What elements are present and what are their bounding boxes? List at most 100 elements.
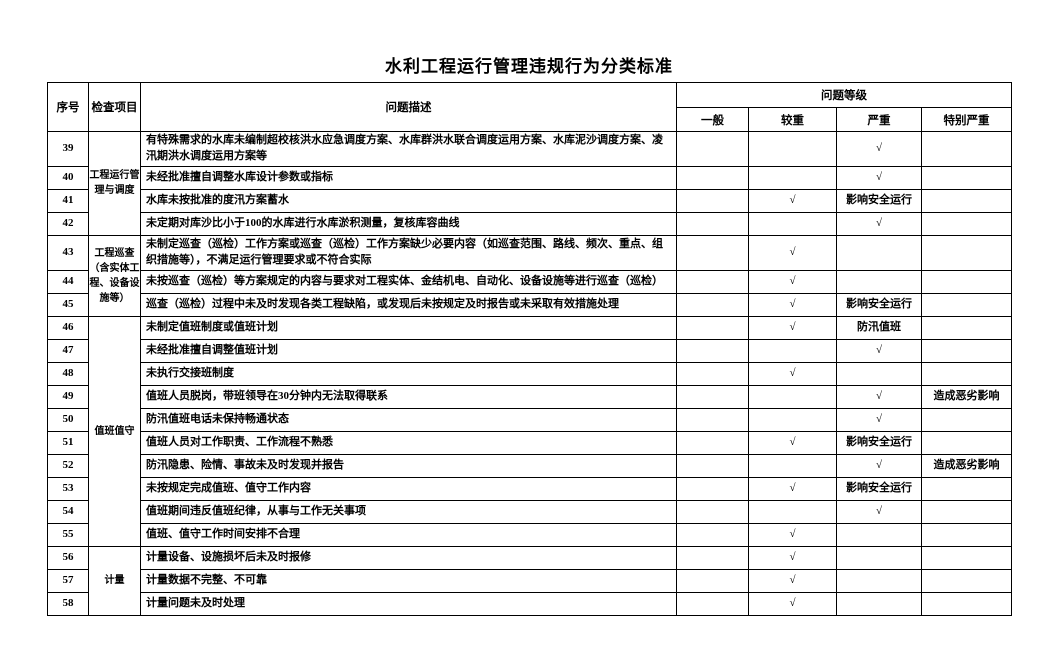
seq-cell: 51 <box>47 430 89 455</box>
seq-cell: 45 <box>47 292 89 317</box>
level-severe-cell <box>836 269 922 294</box>
level-general-cell <box>676 338 749 363</box>
level-general-cell <box>676 568 749 593</box>
level-general-cell <box>676 522 749 547</box>
description-cell: 未制定巡查（巡检）工作方案或巡查（巡检）工作方案缺少必要内容（如巡查范围、路线、… <box>140 234 677 271</box>
level-moderate-cell: √ <box>748 591 837 616</box>
level-severe-cell: 影响安全运行 <box>836 430 922 455</box>
level-severe-cell: √ <box>836 499 922 524</box>
description-cell: 防汛值班电话未保持畅通状态 <box>140 407 677 432</box>
level-extreme-cell: 造成恶劣影响 <box>921 384 1012 409</box>
level-extreme-cell <box>921 476 1012 501</box>
level-moderate-cell: √ <box>748 361 837 386</box>
level-extreme-cell <box>921 338 1012 363</box>
level-general-cell <box>676 234 749 271</box>
level-moderate-cell: √ <box>748 188 837 213</box>
level-general-cell <box>676 188 749 213</box>
seq-cell: 53 <box>47 476 89 501</box>
seq-cell: 48 <box>47 361 89 386</box>
level-moderate-cell: √ <box>748 476 837 501</box>
col-header-level-moderate: 较重 <box>748 107 837 132</box>
seq-cell: 39 <box>47 131 89 167</box>
description-cell: 计量数据不完整、不可靠 <box>140 568 677 593</box>
level-general-cell <box>676 131 749 167</box>
seq-cell: 55 <box>47 522 89 547</box>
level-extreme-cell <box>921 591 1012 616</box>
level-moderate-cell: √ <box>748 269 837 294</box>
level-general-cell <box>676 407 749 432</box>
description-cell: 计量设备、设施损坏后未及时报修 <box>140 545 677 570</box>
level-extreme-cell <box>921 361 1012 386</box>
level-extreme-cell <box>921 165 1012 190</box>
seq-cell: 49 <box>47 384 89 409</box>
table-row-51: 51 值班人员对工作职责、工作流程不熟悉 √ 影响安全运行 <box>47 430 1012 455</box>
level-general-cell <box>676 165 749 190</box>
level-extreme-cell <box>921 499 1012 524</box>
level-moderate-cell: √ <box>748 430 837 455</box>
table-row-58: 58 计量问题未及时处理 √ <box>47 591 1012 616</box>
level-severe-cell <box>836 522 922 547</box>
col-header-category: 检查项目 <box>88 82 141 132</box>
level-severe-cell: √ <box>836 338 922 363</box>
category-cell-operation-dispatch: 工程运行管理与调度 <box>88 131 141 236</box>
table-header: 序号 检查项目 问题描述 问题等级 一般 较重 严重 特别严重 <box>47 82 1012 132</box>
level-severe-cell <box>836 361 922 386</box>
col-header-seq: 序号 <box>47 82 89 132</box>
seq-cell: 52 <box>47 453 89 478</box>
level-severe-cell: 影响安全运行 <box>836 188 922 213</box>
level-extreme-cell <box>921 545 1012 570</box>
table-row-39: 39 工程运行管理与调度 有特殊需求的水库未编制超校核洪水应急调度方案、水库群洪… <box>47 131 1012 236</box>
col-header-description: 问题描述 <box>140 82 677 132</box>
level-moderate-cell <box>748 338 837 363</box>
table-row-49: 49 值班人员脱岗，带班领导在30分钟内无法取得联系 √ 造成恶劣影响 <box>47 384 1012 409</box>
header-row-1: 序号 检查项目 问题描述 问题等级 <box>47 82 1012 132</box>
level-general-cell <box>676 430 749 455</box>
description-cell: 值班人员脱岗，带班领导在30分钟内无法取得联系 <box>140 384 677 409</box>
level-extreme-cell <box>921 407 1012 432</box>
level-extreme-cell <box>921 292 1012 317</box>
level-moderate-cell <box>748 407 837 432</box>
level-general-cell <box>676 499 749 524</box>
table-body: 39 工程运行管理与调度 有特殊需求的水库未编制超校核洪水应急调度方案、水库群洪… <box>47 131 1012 616</box>
violation-classification-table: 序号 检查项目 问题描述 问题等级 一般 较重 严重 特别严重 39 工程运行管… <box>47 82 1012 616</box>
level-extreme-cell <box>921 234 1012 271</box>
table-row-52: 52 防汛隐患、险情、事故未及时发现并报告 √ 造成恶劣影响 <box>47 453 1012 478</box>
table-row-45: 45 巡查（巡检）过程中未及时发现各类工程缺陷，或发现后未按规定及时报告或未采取… <box>47 292 1012 317</box>
level-extreme-cell <box>921 430 1012 455</box>
level-general-cell <box>676 384 749 409</box>
level-extreme-cell <box>921 131 1012 167</box>
level-moderate-cell: √ <box>748 545 837 570</box>
header-row-2: 一般 较重 严重 特别严重 <box>48 107 1012 132</box>
table-row-41: 41 水库未按批准的度汛方案蓄水 √ 影响安全运行 <box>47 188 1012 213</box>
table-row-42: 42 未定期对库沙比小于100的水库进行水库淤积测量，复核库容曲线 √ <box>47 211 1012 236</box>
description-cell: 未制定值班制度或值班计划 <box>140 315 677 340</box>
level-extreme-cell <box>921 269 1012 294</box>
level-general-cell <box>676 591 749 616</box>
level-general-cell <box>676 361 749 386</box>
level-general-cell <box>676 545 749 570</box>
seq-cell: 43 <box>47 234 89 271</box>
level-severe-cell: √ <box>836 211 922 236</box>
table-row-46: 46 值班值守 未制定值班制度或值班计划 √ 防汛值班 <box>47 315 1012 547</box>
table-row-53: 53 未按规定完成值班、值守工作内容 √ 影响安全运行 <box>47 476 1012 501</box>
level-severe-cell <box>836 234 922 271</box>
seq-cell: 41 <box>47 188 89 213</box>
level-general-cell <box>676 315 749 340</box>
description-cell: 未定期对库沙比小于100的水库进行水库淤积测量，复核库容曲线 <box>140 211 677 236</box>
category-cell-inspection: 工程巡查（含实体工程、设备设施等） <box>88 234 141 317</box>
table-row-40: 40 未经批准擅自调整水库设计参数或指标 √ <box>47 165 1012 190</box>
seq-cell: 56 <box>47 545 89 570</box>
description-cell: 值班期间违反值班纪律，从事与工作无关事项 <box>140 499 677 524</box>
category-cell-metering: 计量 <box>88 545 141 616</box>
level-severe-cell: 影响安全运行 <box>836 292 922 317</box>
table-row-47: 47 未经批准擅自调整值班计划 √ <box>47 338 1012 363</box>
level-severe-cell: 防汛值班 <box>836 315 922 340</box>
level-extreme-cell: 造成恶劣影响 <box>921 453 1012 478</box>
level-extreme-cell <box>921 568 1012 593</box>
description-cell: 未经批准擅自调整值班计划 <box>140 338 677 363</box>
level-severe-cell: √ <box>836 453 922 478</box>
level-severe-cell: √ <box>836 384 922 409</box>
level-moderate-cell <box>748 165 837 190</box>
description-cell: 未按规定完成值班、值守工作内容 <box>140 476 677 501</box>
